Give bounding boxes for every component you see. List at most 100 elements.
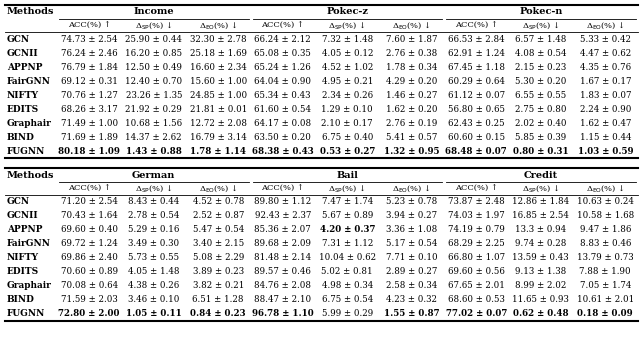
Text: 74.19 ± 0.79: 74.19 ± 0.79 — [448, 225, 505, 235]
Text: BIND: BIND — [7, 132, 35, 142]
Text: 81.48 ± 2.14: 81.48 ± 2.14 — [254, 254, 311, 263]
Text: 7.31 ± 1.12: 7.31 ± 1.12 — [321, 240, 373, 248]
Text: 56.80 ± 0.65: 56.80 ± 0.65 — [448, 104, 505, 114]
Text: Pokec-z: Pokec-z — [326, 7, 368, 17]
Text: 7.47 ± 1.74: 7.47 ± 1.74 — [322, 197, 373, 207]
Text: Δ$_{\mathrm{EO}}$(%) ↓: Δ$_{\mathrm{EO}}$(%) ↓ — [198, 183, 238, 194]
Text: 85.36 ± 2.07: 85.36 ± 2.07 — [254, 225, 311, 235]
Text: 0.62 ± 0.48: 0.62 ± 0.48 — [513, 310, 568, 318]
Text: BIND: BIND — [7, 295, 35, 305]
Text: 5.73 ± 0.55: 5.73 ± 0.55 — [128, 254, 179, 263]
Text: 1.83 ± 0.07: 1.83 ± 0.07 — [579, 91, 631, 99]
Text: 1.43 ± 0.88: 1.43 ± 0.88 — [126, 146, 182, 155]
Text: 69.72 ± 1.24: 69.72 ± 1.24 — [61, 240, 118, 248]
Text: 67.45 ± 1.18: 67.45 ± 1.18 — [448, 63, 505, 72]
Text: 4.05 ± 0.12: 4.05 ± 0.12 — [321, 48, 373, 57]
Text: 77.02 ± 0.07: 77.02 ± 0.07 — [445, 310, 507, 318]
Text: Δ$_{\mathrm{SP}}$(%) ↓: Δ$_{\mathrm{SP}}$(%) ↓ — [135, 183, 173, 194]
Text: 2.58 ± 0.34: 2.58 ± 0.34 — [386, 282, 437, 290]
Text: 68.38 ± 0.43: 68.38 ± 0.43 — [252, 146, 314, 155]
Text: 0.80 ± 0.31: 0.80 ± 0.31 — [513, 146, 568, 155]
Text: 5.41 ± 0.57: 5.41 ± 0.57 — [386, 132, 437, 142]
Text: 15.60 ± 1.00: 15.60 ± 1.00 — [189, 76, 247, 86]
Text: 5.47 ± 0.54: 5.47 ± 0.54 — [193, 225, 244, 235]
Text: FairGNN: FairGNN — [7, 76, 51, 86]
Text: 0.53 ± 0.27: 0.53 ± 0.27 — [319, 146, 375, 155]
Text: 21.92 ± 0.29: 21.92 ± 0.29 — [125, 104, 182, 114]
Text: 5.02 ± 0.81: 5.02 ± 0.81 — [321, 267, 373, 276]
Text: 64.04 ± 0.90: 64.04 ± 0.90 — [254, 76, 311, 86]
Text: 10.63 ± 0.24: 10.63 ± 0.24 — [577, 197, 634, 207]
Text: 3.89 ± 0.23: 3.89 ± 0.23 — [193, 267, 244, 276]
Text: 3.82 ± 0.21: 3.82 ± 0.21 — [193, 282, 244, 290]
Text: 7.60 ± 1.87: 7.60 ± 1.87 — [386, 34, 438, 44]
Text: 66.80 ± 1.07: 66.80 ± 1.07 — [448, 254, 505, 263]
Text: 7.71 ± 0.10: 7.71 ± 0.10 — [386, 254, 438, 263]
Text: Graphair: Graphair — [7, 119, 52, 127]
Text: 10.04 ± 0.62: 10.04 ± 0.62 — [319, 254, 376, 263]
Text: Methods: Methods — [7, 170, 54, 179]
Text: 1.78 ± 1.14: 1.78 ± 1.14 — [190, 146, 246, 155]
Text: 13.79 ± 0.73: 13.79 ± 0.73 — [577, 254, 634, 263]
Text: FairGNN: FairGNN — [7, 240, 51, 248]
Text: 24.85 ± 1.00: 24.85 ± 1.00 — [189, 91, 247, 99]
Text: 10.58 ± 1.68: 10.58 ± 1.68 — [577, 212, 634, 220]
Text: 4.05 ± 1.48: 4.05 ± 1.48 — [128, 267, 179, 276]
Text: Δ$_{\mathrm{SP}}$(%) ↓: Δ$_{\mathrm{SP}}$(%) ↓ — [135, 20, 173, 31]
Text: 6.75 ± 0.40: 6.75 ± 0.40 — [321, 132, 373, 142]
Text: 69.86 ± 2.40: 69.86 ± 2.40 — [61, 254, 118, 263]
Text: 76.24 ± 2.46: 76.24 ± 2.46 — [61, 48, 118, 57]
Text: 61.60 ± 0.54: 61.60 ± 0.54 — [254, 104, 311, 114]
Text: Income: Income — [133, 7, 174, 17]
Text: 65.08 ± 0.35: 65.08 ± 0.35 — [254, 48, 311, 57]
Text: 12.40 ± 0.70: 12.40 ± 0.70 — [125, 76, 182, 86]
Text: Δ$_{\mathrm{EO}}$(%) ↓: Δ$_{\mathrm{EO}}$(%) ↓ — [392, 20, 431, 31]
Text: 4.23 ± 0.32: 4.23 ± 0.32 — [387, 295, 437, 305]
Text: Δ$_{\mathrm{EO}}$(%) ↓: Δ$_{\mathrm{EO}}$(%) ↓ — [392, 183, 431, 194]
Text: 70.08 ± 0.64: 70.08 ± 0.64 — [61, 282, 118, 290]
Text: 21.81 ± 0.01: 21.81 ± 0.01 — [189, 104, 247, 114]
Text: 76.79 ± 1.84: 76.79 ± 1.84 — [61, 63, 118, 72]
Text: 70.43 ± 1.64: 70.43 ± 1.64 — [61, 212, 118, 220]
Text: 5.08 ± 2.29: 5.08 ± 2.29 — [193, 254, 244, 263]
Text: 1.78 ± 0.34: 1.78 ± 0.34 — [386, 63, 437, 72]
Text: 68.48 ± 0.07: 68.48 ± 0.07 — [445, 146, 507, 155]
Text: 2.89 ± 0.27: 2.89 ± 0.27 — [386, 267, 437, 276]
Text: 25.18 ± 1.69: 25.18 ± 1.69 — [189, 48, 247, 57]
Text: 5.23 ± 0.78: 5.23 ± 0.78 — [386, 197, 437, 207]
Text: Δ$_{\mathrm{EO}}$(%) ↓: Δ$_{\mathrm{EO}}$(%) ↓ — [586, 183, 625, 194]
Text: 64.17 ± 0.08: 64.17 ± 0.08 — [254, 119, 311, 127]
Text: Δ$_{\mathrm{SP}}$(%) ↓: Δ$_{\mathrm{SP}}$(%) ↓ — [328, 20, 366, 31]
Text: 7.88 ± 1.90: 7.88 ± 1.90 — [579, 267, 631, 276]
Text: 6.75 ± 0.54: 6.75 ± 0.54 — [322, 295, 373, 305]
Text: 4.98 ± 0.34: 4.98 ± 0.34 — [322, 282, 373, 290]
Text: 67.65 ± 2.01: 67.65 ± 2.01 — [448, 282, 505, 290]
Text: 2.34 ± 0.26: 2.34 ± 0.26 — [322, 91, 373, 99]
Text: FUGNN: FUGNN — [7, 146, 45, 155]
Text: Δ$_{\mathrm{SP}}$(%) ↓: Δ$_{\mathrm{SP}}$(%) ↓ — [522, 183, 560, 194]
Text: Bail: Bail — [336, 170, 358, 179]
Text: Δ$_{\mathrm{EO}}$(%) ↓: Δ$_{\mathrm{EO}}$(%) ↓ — [198, 20, 238, 31]
Text: 5.30 ± 0.20: 5.30 ± 0.20 — [515, 76, 566, 86]
Text: 69.60 ± 0.40: 69.60 ± 0.40 — [61, 225, 118, 235]
Text: 1.15 ± 0.44: 1.15 ± 0.44 — [579, 132, 631, 142]
Text: 96.78 ± 1.10: 96.78 ± 1.10 — [252, 310, 314, 318]
Text: 16.79 ± 3.14: 16.79 ± 3.14 — [190, 132, 246, 142]
Text: 2.76 ± 0.19: 2.76 ± 0.19 — [386, 119, 437, 127]
Text: Graphair: Graphair — [7, 282, 52, 290]
Text: 16.20 ± 0.85: 16.20 ± 0.85 — [125, 48, 182, 57]
Text: 84.76 ± 2.08: 84.76 ± 2.08 — [254, 282, 311, 290]
Text: GCN: GCN — [7, 34, 30, 44]
Text: 88.47 ± 2.10: 88.47 ± 2.10 — [254, 295, 311, 305]
Text: 1.62 ± 0.20: 1.62 ± 0.20 — [386, 104, 438, 114]
Text: 4.20 ± 0.37: 4.20 ± 0.37 — [319, 225, 375, 235]
Text: 74.73 ± 2.54: 74.73 ± 2.54 — [61, 34, 118, 44]
Text: NIFTY: NIFTY — [7, 91, 39, 99]
Text: Pokec-n: Pokec-n — [519, 7, 563, 17]
Text: 3.36 ± 1.08: 3.36 ± 1.08 — [386, 225, 437, 235]
Text: 1.62 ± 0.47: 1.62 ± 0.47 — [580, 119, 631, 127]
Text: APPNP: APPNP — [7, 63, 42, 72]
Text: APPNP: APPNP — [7, 225, 42, 235]
Text: 5.33 ± 0.42: 5.33 ± 0.42 — [580, 34, 631, 44]
Text: 60.29 ± 0.64: 60.29 ± 0.64 — [448, 76, 505, 86]
